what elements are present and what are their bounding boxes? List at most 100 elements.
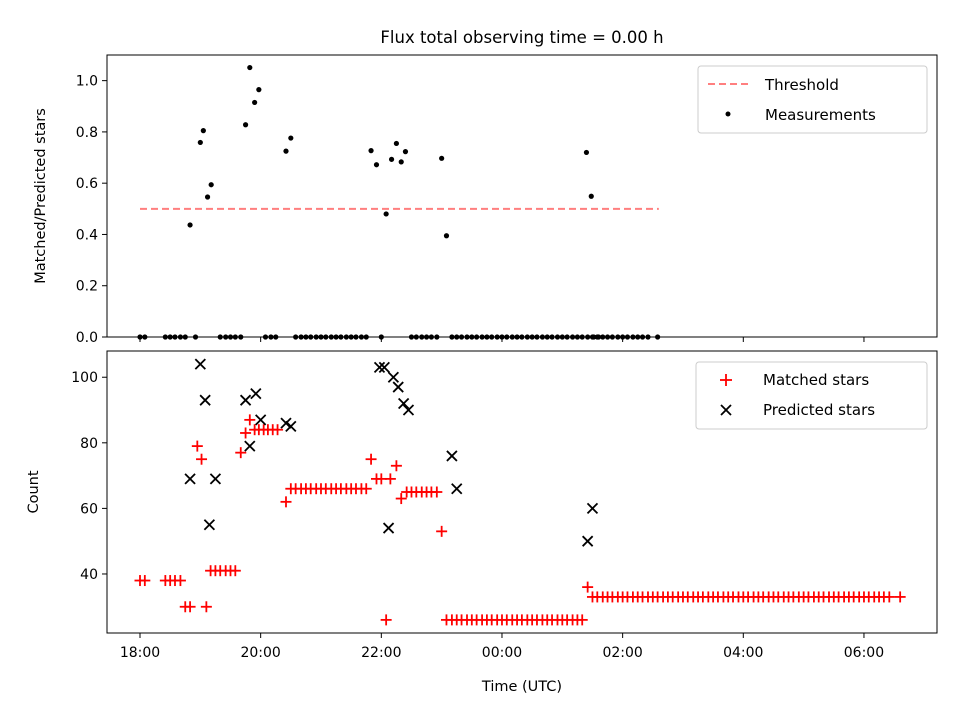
predicted-star-marker bbox=[250, 387, 262, 400]
predicted-star-stroke-b bbox=[373, 361, 386, 374]
predicted-star-stroke-b bbox=[398, 397, 410, 410]
measurement-point bbox=[393, 140, 400, 147]
ratio-y-tick-label: 0.8 bbox=[76, 125, 98, 141]
matched-star-marker bbox=[582, 581, 594, 593]
ratio-axes-frame bbox=[106, 54, 938, 338]
legend-threshold-label: Threshold bbox=[764, 76, 839, 94]
measurement-point bbox=[247, 64, 253, 71]
predicted-star-marker bbox=[244, 440, 256, 452]
matched-star-marker bbox=[894, 591, 906, 603]
predicted-stars-points bbox=[184, 358, 599, 547]
measurement-point bbox=[288, 135, 294, 141]
measurement-point bbox=[439, 155, 445, 161]
predicted-star-marker bbox=[392, 381, 404, 393]
matched-star-marker bbox=[272, 424, 284, 436]
matched-star-marker bbox=[436, 525, 448, 537]
matched-star-marker bbox=[395, 493, 407, 505]
predicted-star-stroke-b bbox=[402, 404, 415, 416]
ratio-y-axis-label: Matched/Predicted stars bbox=[33, 108, 49, 284]
matched-star-marker bbox=[280, 496, 292, 508]
legend-matched-label: Matched stars bbox=[763, 371, 869, 389]
predicted-star-stroke-b bbox=[184, 473, 196, 485]
ratio-panel: Flux total observing time = 0.00 h 0.00.… bbox=[33, 28, 938, 346]
predicted-star-marker bbox=[194, 358, 206, 370]
legend-matched-swatch bbox=[720, 374, 732, 386]
predicted-star-stroke-b bbox=[244, 440, 256, 452]
x-tick-label: 20:00 bbox=[240, 645, 280, 661]
count-legend-box bbox=[695, 361, 928, 430]
ratio-legend-box bbox=[697, 65, 928, 134]
predicted-star-marker bbox=[255, 414, 267, 426]
matched-star-marker bbox=[235, 447, 247, 459]
measurement-point bbox=[368, 148, 374, 154]
x-tick-label: 06:00 bbox=[844, 645, 884, 661]
predicted-star-stroke-b bbox=[451, 483, 463, 495]
predicted-star-stroke-b bbox=[203, 519, 216, 531]
measurement-point bbox=[242, 122, 249, 128]
count-axes-frame bbox=[106, 350, 938, 634]
measurement-point bbox=[204, 194, 211, 200]
predicted-star-stroke-b bbox=[280, 417, 292, 429]
matched-star-marker bbox=[431, 486, 443, 498]
predicted-star-marker bbox=[398, 397, 410, 410]
predicted-star-marker bbox=[199, 394, 211, 406]
predicted-star-marker bbox=[582, 535, 594, 547]
measurement-point bbox=[187, 222, 193, 228]
count-x-ticks: 18:00 20:00 22:00 00:00 02:00 04:00 06:00 bbox=[120, 633, 884, 661]
count-y-tick-label: 60 bbox=[80, 501, 98, 517]
x-tick-label: 04:00 bbox=[723, 645, 763, 661]
predicted-star-stroke-b bbox=[239, 394, 252, 406]
measurement-point bbox=[388, 156, 395, 162]
predicted-star-stroke-b bbox=[285, 420, 297, 433]
predicted-star-marker bbox=[387, 371, 400, 383]
predicted-star-stroke-b bbox=[378, 361, 390, 374]
measurement-point bbox=[383, 211, 389, 217]
predicted-star-stroke-b bbox=[387, 371, 400, 383]
predicted-star-marker bbox=[373, 361, 386, 374]
matched-star-marker bbox=[229, 565, 241, 577]
predicted-star-marker bbox=[378, 361, 390, 374]
measurement-point bbox=[208, 182, 214, 188]
x-tick-label: 22:00 bbox=[361, 645, 401, 661]
measurement-point bbox=[200, 128, 206, 134]
predicted-star-marker bbox=[184, 473, 196, 485]
predicted-star-marker bbox=[402, 404, 415, 416]
matched-star-marker bbox=[883, 591, 895, 603]
ratio-legend: Threshold Measurements bbox=[697, 65, 928, 134]
measurement-point bbox=[373, 162, 380, 168]
predicted-star-stroke-b bbox=[582, 535, 594, 547]
legend-measurements-label: Measurements bbox=[765, 106, 876, 124]
count-y-axis-label: Count bbox=[26, 470, 42, 513]
legend-predicted-swatch bbox=[720, 404, 732, 416]
measurement-point bbox=[583, 149, 590, 156]
matched-star-marker bbox=[139, 575, 151, 587]
x-axis-label: Time (UTC) bbox=[481, 679, 562, 695]
measurement-point bbox=[252, 99, 258, 106]
count-legend: Matched stars Predicted stars bbox=[695, 361, 928, 430]
count-y-ticks: 40 60 80 100 bbox=[71, 370, 107, 583]
predicted-star-stroke-b bbox=[209, 473, 222, 485]
matched-stars-points bbox=[134, 414, 906, 626]
ratio-y-tick-label: 0.4 bbox=[76, 227, 98, 243]
measurement-point bbox=[398, 159, 404, 165]
predicted-star-marker bbox=[285, 420, 297, 433]
x-tick-label: 18:00 bbox=[120, 645, 160, 661]
measurement-point bbox=[588, 193, 594, 199]
predicted-star-marker bbox=[280, 417, 292, 429]
matched-star-marker bbox=[200, 601, 212, 613]
matched-star-marker bbox=[174, 575, 186, 587]
chart-title: Flux total observing time = 0.00 h bbox=[380, 28, 663, 47]
legend-predicted-label: Predicted stars bbox=[763, 401, 875, 419]
predicted-star-marker bbox=[382, 522, 395, 534]
predicted-star-stroke-b bbox=[446, 450, 458, 462]
matched-star-marker bbox=[244, 414, 256, 426]
matched-star-marker bbox=[380, 614, 392, 626]
matched-star-marker bbox=[384, 473, 396, 485]
predicted-star-marker bbox=[451, 483, 463, 495]
matched-star-marker bbox=[390, 460, 402, 472]
count-y-tick-label: 100 bbox=[71, 370, 98, 386]
x-tick-label: 02:00 bbox=[602, 645, 642, 661]
measurement-point bbox=[256, 87, 262, 93]
matched-star-marker bbox=[196, 453, 208, 465]
